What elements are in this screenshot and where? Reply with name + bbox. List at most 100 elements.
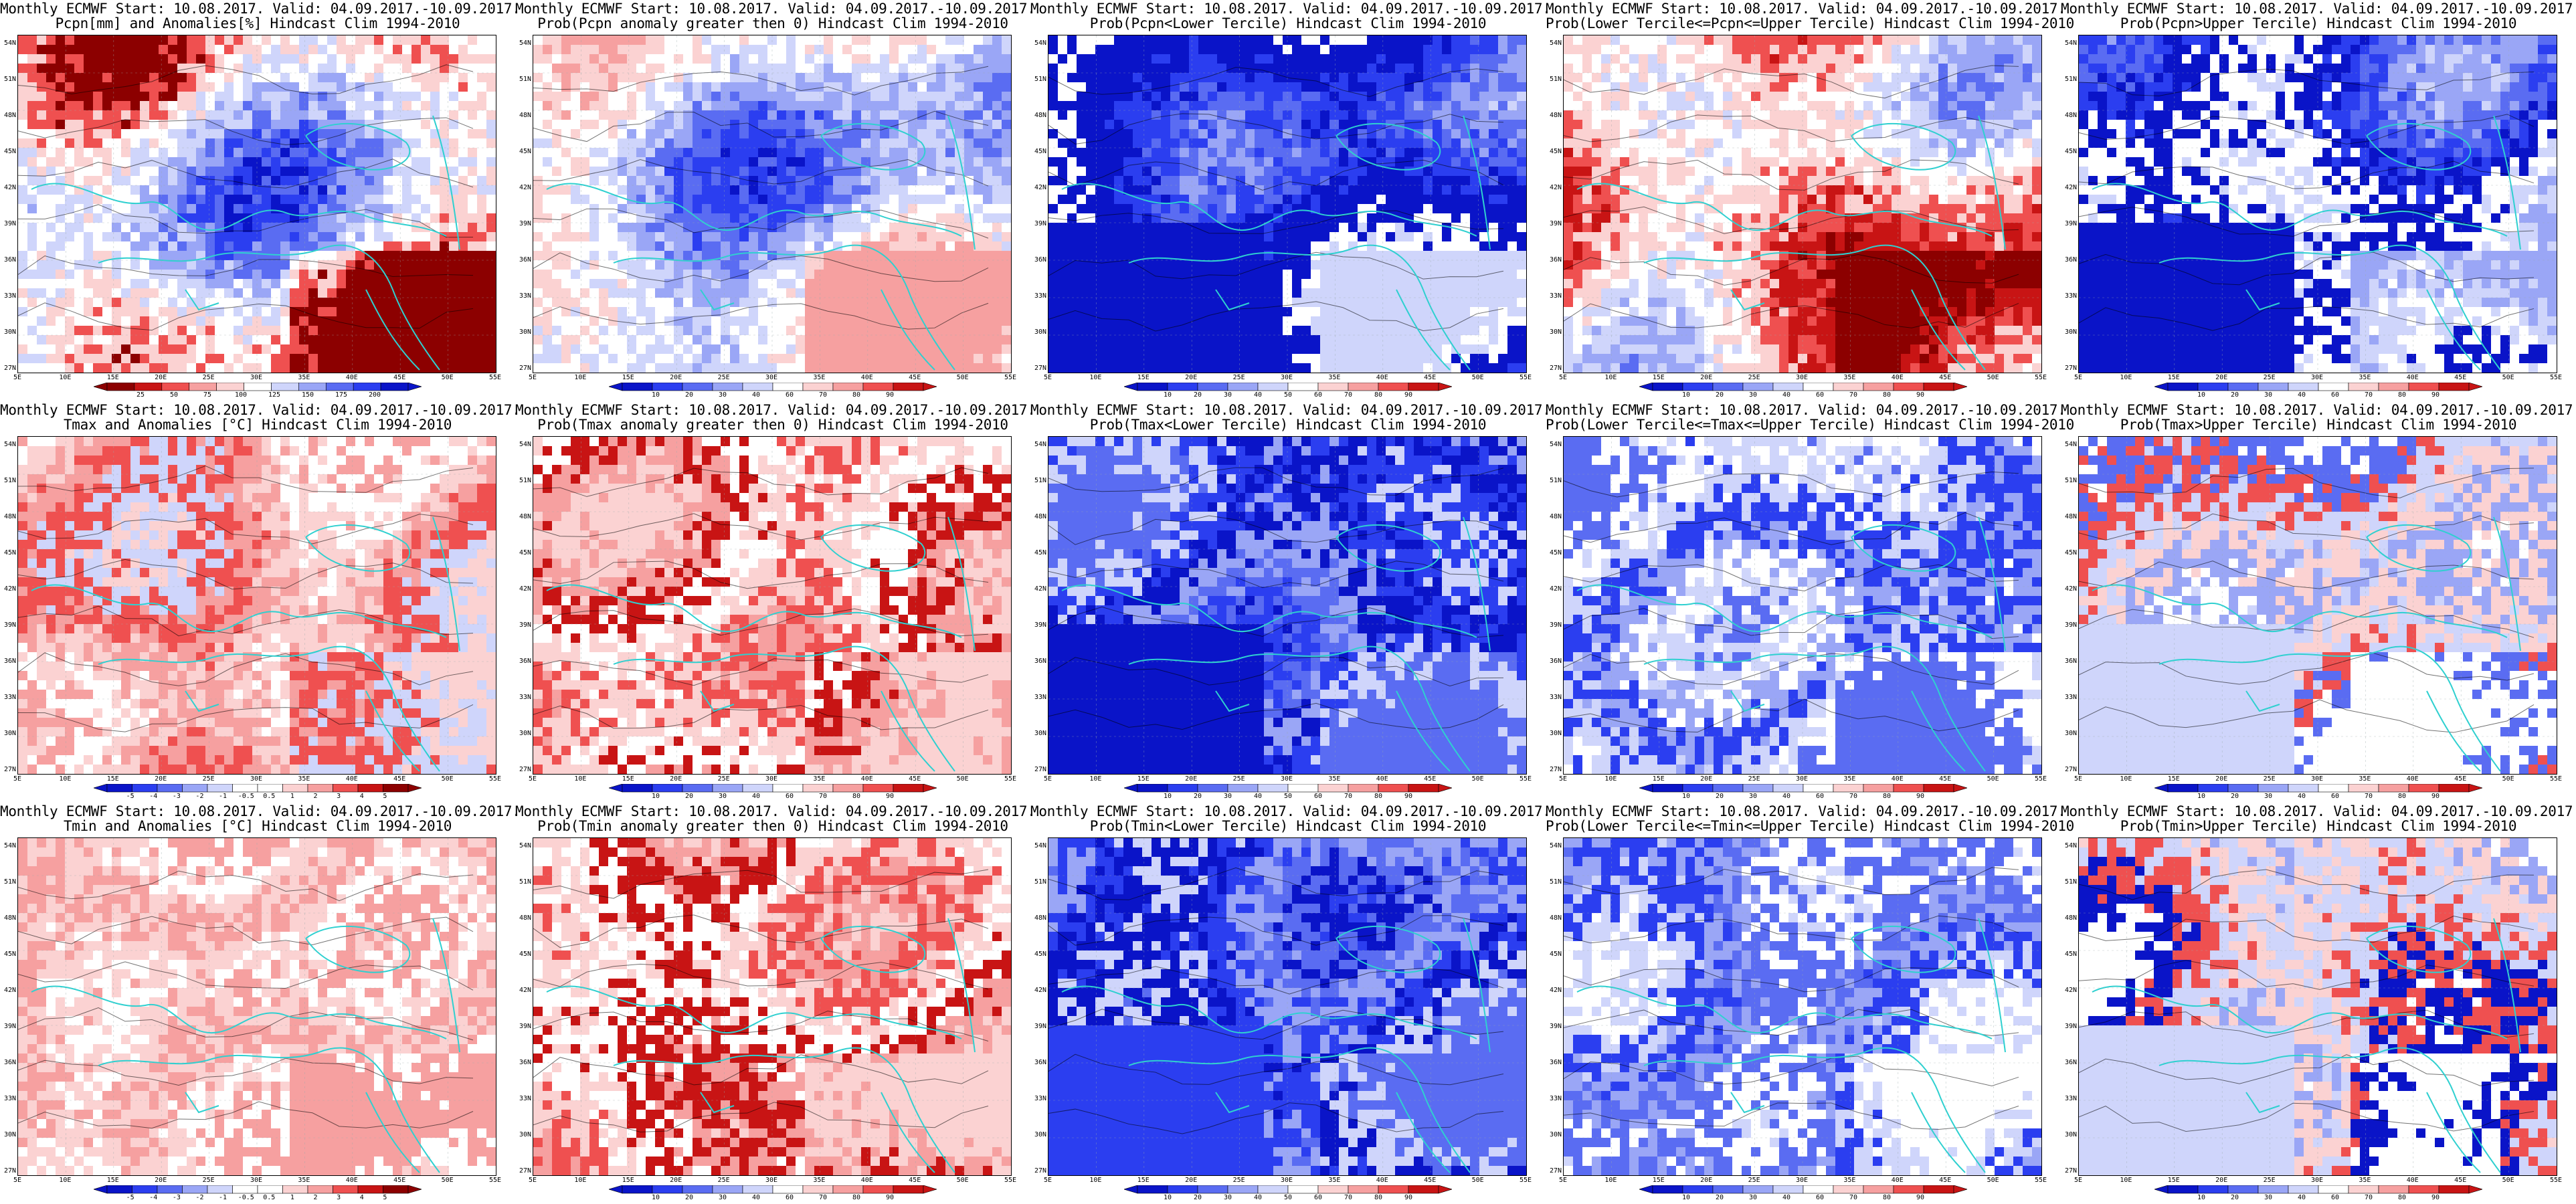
map-area xyxy=(17,35,496,373)
lon-tick-label: 35E xyxy=(1841,375,1857,381)
lat-tick-label: 48N xyxy=(1,514,16,520)
lat-tick-label: 45N xyxy=(1547,550,1562,557)
lat-tick-label: 30N xyxy=(1547,730,1562,737)
lon-tick-label: 45E xyxy=(1937,776,1953,783)
lat-tick-label: 30N xyxy=(1,329,16,336)
lon-tick-label: 50E xyxy=(1470,375,1486,381)
lon-tick-label: 10E xyxy=(1602,776,1619,783)
colorbar-tick-label: -2 xyxy=(191,1194,207,1201)
map-panel: Monthly ECMWF Start: 10.08.2017. Valid: … xyxy=(515,401,1036,803)
lat-tick-label: 45N xyxy=(1547,148,1562,155)
lat-tick-label: 48N xyxy=(1,112,16,119)
lat-tick-label: 36N xyxy=(1,1060,16,1066)
map-field xyxy=(18,838,496,1175)
colorbar-tick-label: -2 xyxy=(191,793,207,800)
lat-tick-label: 54N xyxy=(2062,40,2077,47)
colorbar-tick-label: 70 xyxy=(2361,1194,2377,1201)
lon-tick-label: 15E xyxy=(2166,375,2182,381)
lon-tick-label: 5E xyxy=(1040,375,1056,381)
lon-tick-label: 55E xyxy=(1517,375,1534,381)
colorbar-tick-label: 70 xyxy=(815,1194,831,1201)
lat-tick-label: 45N xyxy=(1547,951,1562,958)
lon-tick-label: 15E xyxy=(105,776,121,783)
lon-tick-label: 35E xyxy=(811,375,827,381)
map-field xyxy=(2079,437,2557,774)
panel-title-line1: Monthly ECMWF Start: 10.08.2017. Valid: … xyxy=(0,804,521,819)
lat-tick-label: 30N xyxy=(2062,1132,2077,1138)
colorbar-tick-label: 70 xyxy=(815,391,831,399)
lat-tick-label: 42N xyxy=(1,586,16,593)
colorbar-tick-label: 20 xyxy=(1190,1194,1206,1201)
lon-tick-label: 40E xyxy=(344,1177,360,1184)
lat-tick-label: 36N xyxy=(1032,257,1046,264)
colorbar-tick-label: 20 xyxy=(1712,1194,1728,1201)
lat-tick-label: 30N xyxy=(517,1132,531,1138)
colorbar-tick-label: 20 xyxy=(1712,391,1728,399)
colorbar-tick-label: 10 xyxy=(1678,1194,1694,1201)
colorbar-tick-label: 4 xyxy=(354,1194,370,1201)
colorbar-tick-label: 125 xyxy=(266,391,282,399)
lon-tick-label: 50E xyxy=(440,776,456,783)
colorbar-tick-label: 30 xyxy=(1745,1194,1761,1201)
map-field xyxy=(1048,35,1526,373)
lon-tick-label: 50E xyxy=(2500,1177,2516,1184)
lon-tick-label: 50E xyxy=(440,1177,456,1184)
lon-tick-label: 25E xyxy=(1231,776,1247,783)
colorbar-tick-label: 50 xyxy=(1280,1194,1296,1201)
lon-tick-label: 30E xyxy=(1794,776,1810,783)
lat-tick-label: 51N xyxy=(1547,478,1562,484)
colorbar-tick-label: 90 xyxy=(1400,1194,1416,1201)
colorbar-tick-label: 10 xyxy=(648,391,664,399)
colorbar-tick-label: 70 xyxy=(1340,793,1356,800)
panel-title-line1: Monthly ECMWF Start: 10.08.2017. Valid: … xyxy=(1546,403,2066,418)
colorbar-tick-label: 70 xyxy=(815,793,831,800)
lat-tick-label: 39N xyxy=(517,221,531,227)
lat-tick-label: 30N xyxy=(517,730,531,737)
colorbar-tick-label: 20 xyxy=(1712,793,1728,800)
lon-tick-label: 10E xyxy=(57,1177,73,1184)
lon-tick-label: 40E xyxy=(2405,1177,2421,1184)
colorbar-tick-label: 60 xyxy=(1812,391,1828,399)
lat-tick-label: 39N xyxy=(1,622,16,629)
lat-tick-label: 42N xyxy=(1032,185,1046,191)
lon-tick-label: 35E xyxy=(1841,776,1857,783)
colorbar-tick-label: 50 xyxy=(1280,391,1296,399)
lat-tick-label: 36N xyxy=(517,1060,531,1066)
colorbar: -5 -4 -3 -2 -1 -0.5 0.5 1 2 3 4 5 xyxy=(94,1185,422,1201)
colorbar-tick-label: 80 xyxy=(2394,793,2410,800)
lat-tick-label: 42N xyxy=(2062,987,2077,994)
lon-tick-label: 55E xyxy=(1517,1177,1534,1184)
colorbar-tick-label: 10 xyxy=(2193,793,2209,800)
lat-tick-label: 30N xyxy=(1547,329,1562,336)
lon-tick-label: 20E xyxy=(668,776,684,783)
lat-tick-label: 54N xyxy=(517,441,531,448)
lon-tick-label: 40E xyxy=(344,776,360,783)
lat-tick-label: 39N xyxy=(1032,221,1046,227)
lon-tick-label: 55E xyxy=(487,1177,503,1184)
colorbar-tick-label: 80 xyxy=(1370,1194,1386,1201)
lon-tick-label: 45E xyxy=(391,375,407,381)
map-panel: Monthly ECMWF Start: 10.08.2017. Valid: … xyxy=(2061,0,2576,401)
lon-tick-label: 40E xyxy=(344,375,360,381)
map-field xyxy=(18,437,496,774)
lat-tick-label: 27N xyxy=(517,1168,531,1175)
lon-tick-label: 40E xyxy=(1890,776,1906,783)
map-panel: Monthly ECMWF Start: 10.08.2017. Valid: … xyxy=(0,401,521,803)
lat-tick-label: 27N xyxy=(517,767,531,773)
lat-tick-label: 36N xyxy=(1,658,16,665)
lon-tick-label: 50E xyxy=(1470,1177,1486,1184)
map-panel: Monthly ECMWF Start: 10.08.2017. Valid: … xyxy=(1030,401,1551,803)
panel-title-line1: Monthly ECMWF Start: 10.08.2017. Valid: … xyxy=(1030,1,1551,17)
lat-tick-label: 54N xyxy=(1,843,16,849)
lon-tick-label: 10E xyxy=(572,776,588,783)
lon-tick-label: 45E xyxy=(391,776,407,783)
lon-tick-label: 50E xyxy=(440,375,456,381)
map-panel: Monthly ECMWF Start: 10.08.2017. Valid: … xyxy=(515,0,1036,401)
lon-tick-label: 5E xyxy=(1040,1177,1056,1184)
colorbar: 10 20 30 40 60 70 80 90 xyxy=(2154,1185,2482,1201)
map-area xyxy=(1563,837,2042,1176)
colorbar-tick-label: 80 xyxy=(848,793,864,800)
lat-tick-label: 27N xyxy=(1547,365,1562,372)
colorbar-tick-label: -0.5 xyxy=(238,793,254,800)
colorbar-tick-label: -5 xyxy=(122,793,139,800)
